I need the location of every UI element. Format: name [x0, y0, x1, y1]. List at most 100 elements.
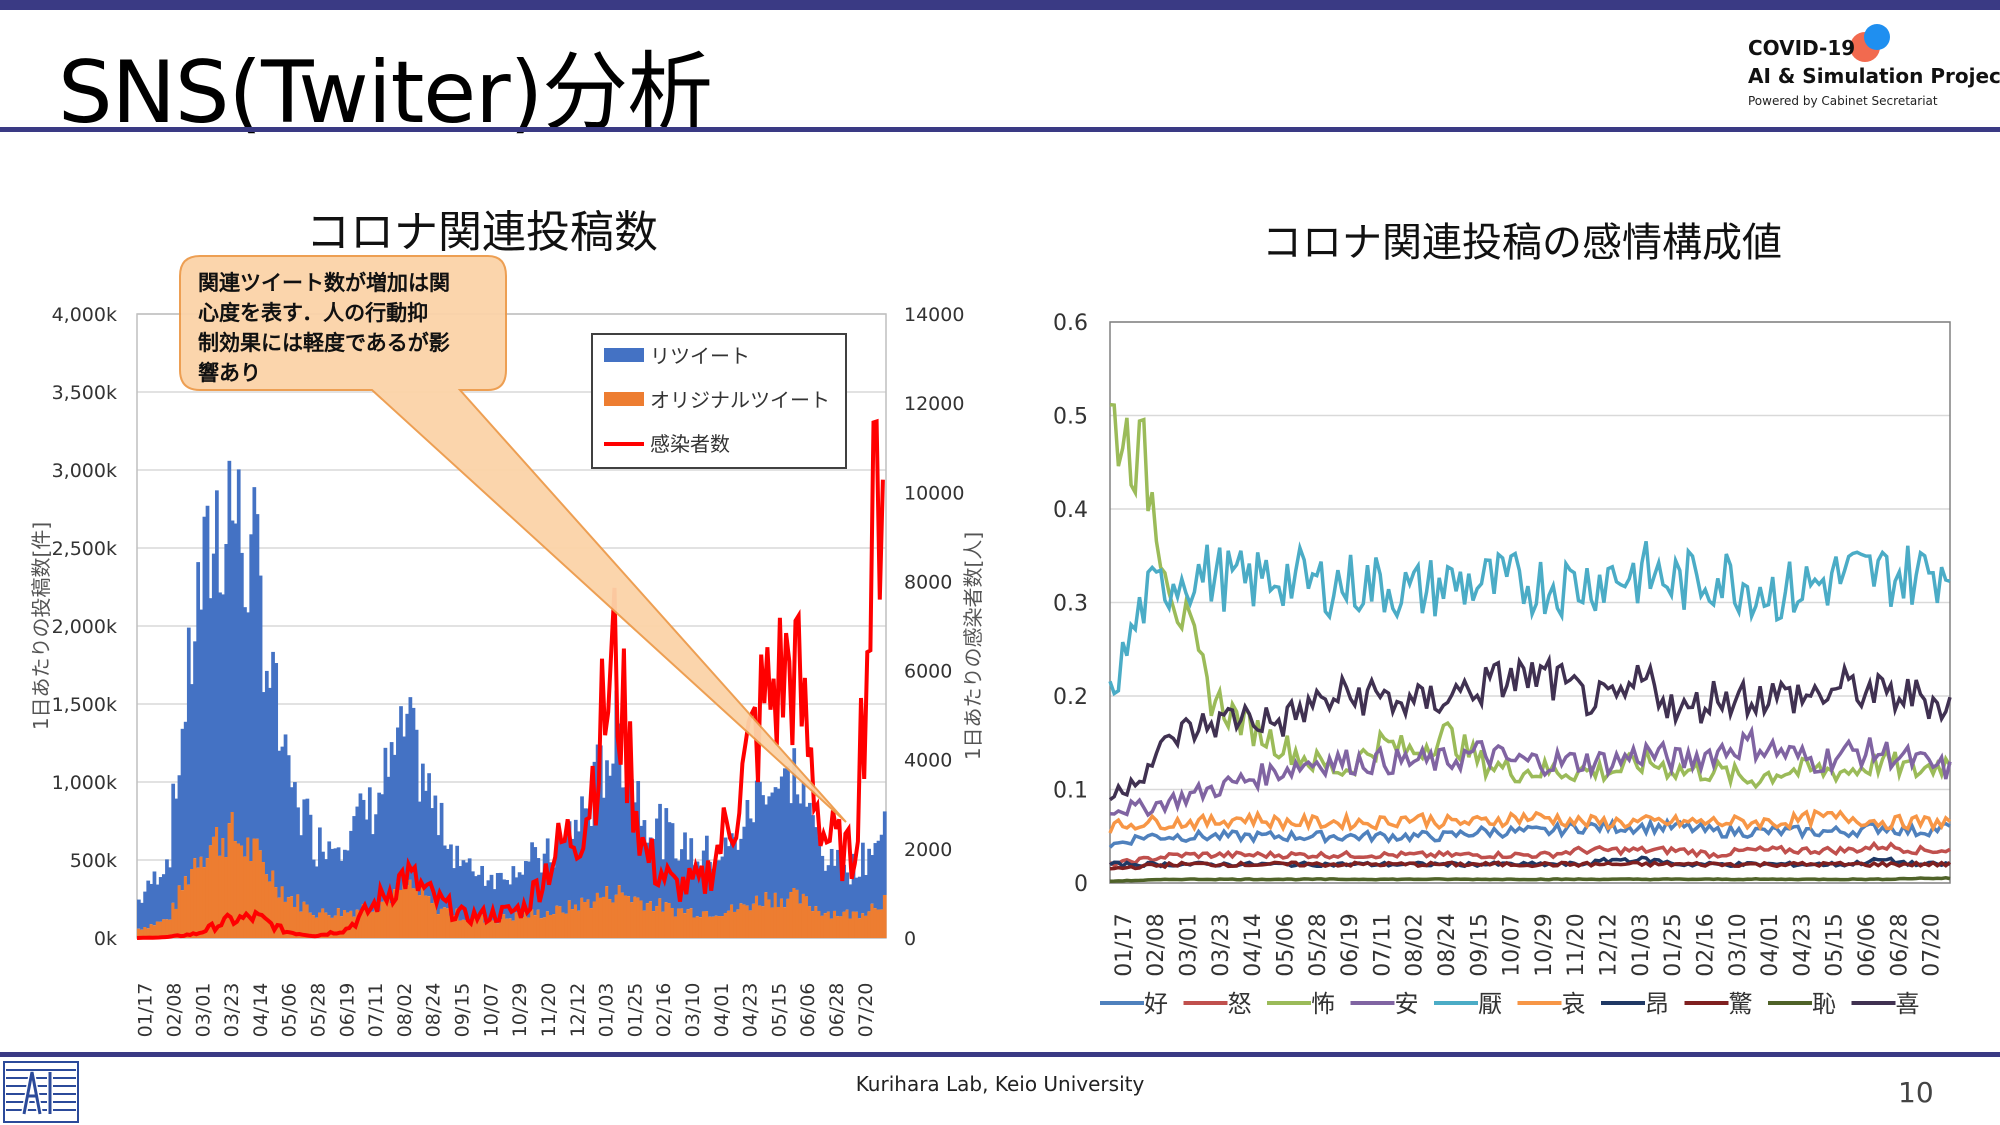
chart1-original-bar [832, 910, 837, 938]
chart1-annotation-line: 関連ツイート数が増加は関 [198, 271, 450, 295]
chart1-retweet-bar [530, 842, 534, 910]
chart1-original-bar [470, 917, 475, 938]
chart1-xtick-label: 01/03 [596, 983, 618, 1038]
chart1-y2tick-label: 0 [904, 928, 916, 950]
chart1-retweet-bar [583, 808, 587, 903]
chart1-original-bar [389, 903, 394, 938]
chart1-retweet-bar [748, 818, 753, 911]
chart1-retweet-bar [508, 884, 513, 919]
chart1-original-bar [190, 869, 194, 938]
chart1-original-bar [676, 908, 681, 938]
chart1-original-bar [879, 909, 884, 938]
chart1-original-bar [779, 898, 784, 938]
chart2-xtick-label: 01/03 [1629, 913, 1654, 976]
chart2-xtick-label: 01/25 [1661, 913, 1686, 976]
chart1-original-bar [486, 918, 491, 938]
chart1-original-bar [680, 908, 684, 938]
chart1-original-bar [230, 812, 235, 938]
chart1-original-bar [140, 929, 144, 938]
chart1-original-bar [477, 919, 481, 938]
chart1-retweet-bar [439, 802, 444, 909]
chart1-original-bar [548, 914, 553, 938]
chart1-retweet-bar [639, 825, 644, 901]
chart1-original-bar [342, 909, 347, 938]
chart1-retweet-bar [389, 742, 394, 904]
chart1-retweet-bar [380, 794, 385, 902]
chart1-original-bar [155, 921, 160, 938]
chart1-original-bar [174, 908, 179, 938]
chart1-retweet-bar [246, 612, 250, 838]
chart1-original-bar [817, 910, 822, 938]
chart2-ytick-label: 0.6 [1053, 311, 1088, 336]
chart1-original-bar [467, 919, 472, 938]
chart1-retweet-bar [623, 787, 628, 896]
chart1-xtick-label: 02/08 [163, 983, 185, 1038]
chart1-retweet-bar [523, 861, 528, 913]
chart1-original-bar [829, 918, 834, 938]
chart1-y2tick-label: 12000 [904, 393, 964, 415]
chart1-original-bar [439, 908, 444, 938]
chart1-retweet-bar [736, 849, 740, 910]
chart1-retweet-bar [308, 814, 313, 913]
chart1-original-bar [823, 913, 828, 938]
chart1-original-bar [255, 838, 260, 938]
chart1-original-bar [770, 907, 775, 938]
chart1-original-bar [754, 895, 759, 938]
chart1-retweet-bar [286, 755, 291, 898]
chart1-ytick-label: 2,500k [52, 538, 117, 560]
chart1-original-bar [268, 881, 272, 938]
chart1-retweet-bar [268, 687, 272, 882]
chart1-original-bar [758, 905, 762, 938]
chart1-retweet-bar [786, 766, 790, 899]
chart1-retweet-bar [358, 793, 363, 911]
chart1-original-bar [436, 914, 441, 938]
chart1-original-bar [555, 905, 559, 938]
chart1-original-bar [686, 909, 690, 938]
chart1-original-bar [704, 911, 709, 938]
chart1-original-bar [698, 917, 703, 938]
chart1-retweet-bar [299, 835, 304, 912]
chart1-original-bar [533, 915, 538, 938]
chart1-original-bar [392, 889, 397, 938]
chart1-xtick-label: 06/19 [336, 983, 358, 1038]
chart1-retweet-bar [230, 520, 235, 813]
chart1-original-bar [461, 919, 466, 938]
chart1-retweet-bar [417, 801, 422, 896]
chart1-original-bar [386, 896, 391, 938]
chart1-original-bar [408, 879, 413, 938]
chart1-retweet-bar [324, 859, 328, 913]
chart1-original-bar [180, 890, 185, 938]
chart1-original-bar [783, 907, 787, 938]
chart1-original-bar [842, 911, 847, 938]
chart1-retweet-bar [489, 874, 494, 920]
chart1-original-bar [380, 901, 385, 938]
chart1-retweet-bar [364, 819, 369, 911]
chart1-original-bar [143, 927, 147, 938]
chart1-original-bar [137, 928, 141, 938]
chart1-retweet-bar [158, 877, 163, 922]
chart1-retweet-bar [879, 834, 884, 910]
chart1-original-bar [633, 896, 637, 938]
chart1-retweet-bar [414, 729, 419, 889]
chart1-original-bar [283, 901, 288, 938]
chart1-original-bar [804, 896, 809, 938]
chart1-legend-label: オリジナルツイート [650, 388, 830, 412]
chart1-original-bar [639, 900, 644, 938]
chart1-retweet-bar [661, 859, 666, 912]
chart1-original-bar [339, 916, 344, 938]
chart1-retweet-bar [180, 728, 185, 891]
chart1-original-bar [577, 910, 581, 938]
chart1-original-bar [661, 911, 666, 938]
chart1-retweet-bar [567, 821, 572, 901]
footer-rule [0, 1052, 2000, 1057]
chart1-retweet-bar [271, 651, 275, 871]
chart1-retweet-bar [377, 792, 382, 911]
chart1-original-bar [876, 909, 881, 938]
chart1-original-bar [595, 892, 600, 938]
chart1-retweet-bar [698, 865, 703, 918]
chart1-retweet-bar [333, 848, 338, 916]
chart1-original-bar [523, 912, 528, 938]
chart1-retweet-bar [311, 859, 316, 916]
chart1-retweet-bar [430, 808, 435, 904]
chart2-xtick-label: 08/24 [1435, 913, 1460, 976]
